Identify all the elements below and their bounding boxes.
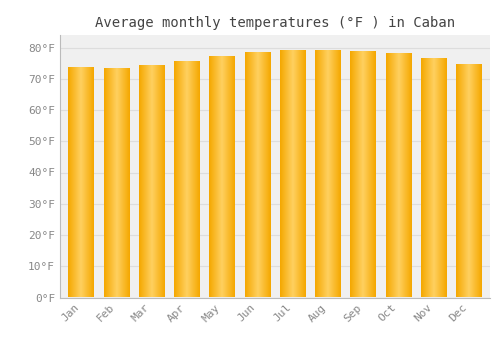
Title: Average monthly temperatures (°F ) in Caban: Average monthly temperatures (°F ) in Ca… bbox=[95, 16, 455, 30]
